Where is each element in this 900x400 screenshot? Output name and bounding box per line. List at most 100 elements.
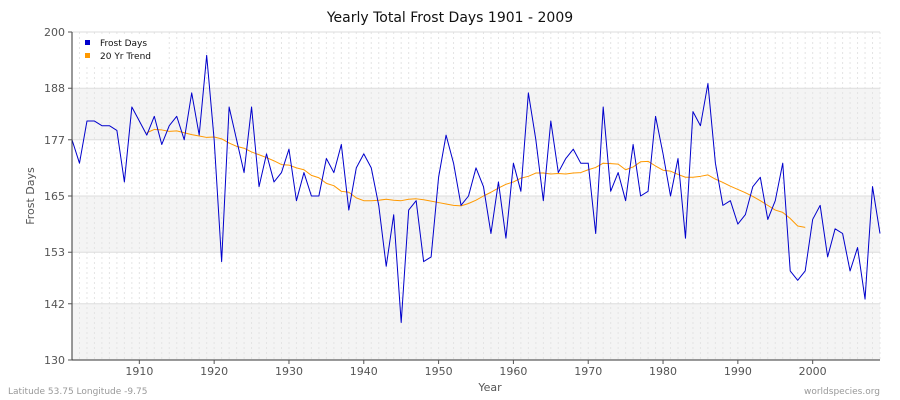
frost-days-point bbox=[490, 233, 491, 234]
trend-point bbox=[184, 132, 185, 133]
x-tick-label: 1920 bbox=[200, 365, 228, 378]
x-tick-label: 1910 bbox=[125, 365, 153, 378]
x-tick-label: 2000 bbox=[799, 365, 827, 378]
y-tick-label: 165 bbox=[44, 190, 65, 203]
x-tick-label: 1960 bbox=[499, 365, 527, 378]
trend-point bbox=[595, 167, 596, 168]
frost-days-point bbox=[565, 158, 566, 159]
frost-days-point bbox=[303, 172, 304, 173]
frost-days-point bbox=[782, 163, 783, 164]
frost-days-point bbox=[700, 125, 701, 126]
trend-point bbox=[715, 179, 716, 180]
frost-days-point bbox=[86, 120, 87, 121]
trend-point bbox=[565, 173, 566, 174]
frost-days-point bbox=[677, 158, 678, 159]
frost-days-point bbox=[610, 191, 611, 192]
frost-days-point bbox=[737, 224, 738, 225]
y-tick-label: 177 bbox=[44, 134, 65, 147]
x-tick-label: 1970 bbox=[574, 365, 602, 378]
trend-point bbox=[273, 160, 274, 161]
frost-days-point bbox=[505, 238, 506, 239]
frost-days-point bbox=[730, 200, 731, 201]
frost-days-point bbox=[266, 153, 267, 154]
trend-point bbox=[782, 212, 783, 213]
frost-days-point bbox=[273, 181, 274, 182]
y-tick-label: 142 bbox=[44, 298, 65, 311]
frost-days-point bbox=[416, 200, 417, 201]
frost-days-point bbox=[393, 214, 394, 215]
frost-days-point bbox=[745, 214, 746, 215]
trend-point bbox=[610, 163, 611, 164]
trend-point bbox=[737, 189, 738, 190]
y-tick-label: 153 bbox=[44, 246, 65, 259]
trend-point bbox=[288, 164, 289, 165]
frost-days-point bbox=[760, 177, 761, 178]
frost-days-point bbox=[535, 139, 536, 140]
frost-days-point bbox=[752, 186, 753, 187]
trend-point bbox=[677, 174, 678, 175]
frost-days-point bbox=[707, 83, 708, 84]
trend-point bbox=[722, 182, 723, 183]
frost-days-point bbox=[468, 195, 469, 196]
x-tick-label: 1940 bbox=[350, 365, 378, 378]
frost-days-point bbox=[214, 139, 215, 140]
frost-days-point bbox=[550, 120, 551, 121]
y-tick-label: 200 bbox=[44, 26, 65, 39]
frost-days-point bbox=[288, 149, 289, 150]
frost-days-point bbox=[498, 181, 499, 182]
frost-days-point bbox=[588, 163, 589, 164]
trend-point bbox=[640, 161, 641, 162]
legend-label-frost-days: Frost Days bbox=[100, 39, 147, 49]
frost-days-point bbox=[154, 116, 155, 117]
frost-days-point bbox=[356, 167, 357, 168]
frost-days-point bbox=[767, 219, 768, 220]
frost-days-point bbox=[206, 55, 207, 56]
frost-days-point bbox=[408, 209, 409, 210]
frost-days-point bbox=[483, 186, 484, 187]
frost-days-point bbox=[139, 120, 140, 121]
frost-days-point bbox=[445, 134, 446, 135]
frost-days-point bbox=[849, 270, 850, 271]
frost-days-point bbox=[124, 181, 125, 182]
trend-point bbox=[191, 134, 192, 135]
trend-point bbox=[647, 161, 648, 162]
trend-point bbox=[573, 172, 574, 173]
frost-days-point bbox=[520, 191, 521, 192]
trend-point bbox=[692, 177, 693, 178]
frost-days-point bbox=[161, 144, 162, 145]
trend-point bbox=[633, 166, 634, 167]
trend-point bbox=[745, 192, 746, 193]
trend-point bbox=[767, 205, 768, 206]
trend-point bbox=[281, 164, 282, 165]
frost-days-point bbox=[438, 177, 439, 178]
footer-source: worldspecies.org bbox=[804, 387, 880, 397]
trend-point bbox=[655, 165, 656, 166]
frost-days-point bbox=[79, 163, 80, 164]
trend-point bbox=[154, 129, 155, 130]
frost-days-point bbox=[386, 266, 387, 267]
legend-swatch-trend bbox=[85, 53, 90, 58]
trend-point bbox=[453, 205, 454, 206]
frost-days-point bbox=[812, 219, 813, 220]
frost-days-point bbox=[805, 270, 806, 271]
trend-point bbox=[797, 225, 798, 226]
trend-point bbox=[483, 195, 484, 196]
frost-days-point bbox=[685, 238, 686, 239]
trend-point bbox=[535, 172, 536, 173]
trend-point bbox=[775, 209, 776, 210]
trend-point bbox=[662, 170, 663, 171]
axes: 130 142 153 165 177 188 200 1910 1920 1930 1940 195… bbox=[44, 26, 880, 378]
series-layer bbox=[71, 54, 881, 324]
frost-days-point bbox=[722, 205, 723, 206]
frost-days-point bbox=[184, 139, 185, 140]
trend-point bbox=[760, 200, 761, 201]
frost-days-point bbox=[603, 106, 604, 107]
frost-days-point bbox=[820, 205, 821, 206]
trend-point bbox=[618, 164, 619, 165]
frost-days-point bbox=[431, 256, 432, 257]
trend-point bbox=[790, 218, 791, 219]
trend-point bbox=[670, 171, 671, 172]
trend-point bbox=[528, 176, 529, 177]
frost-days-point bbox=[797, 280, 798, 281]
